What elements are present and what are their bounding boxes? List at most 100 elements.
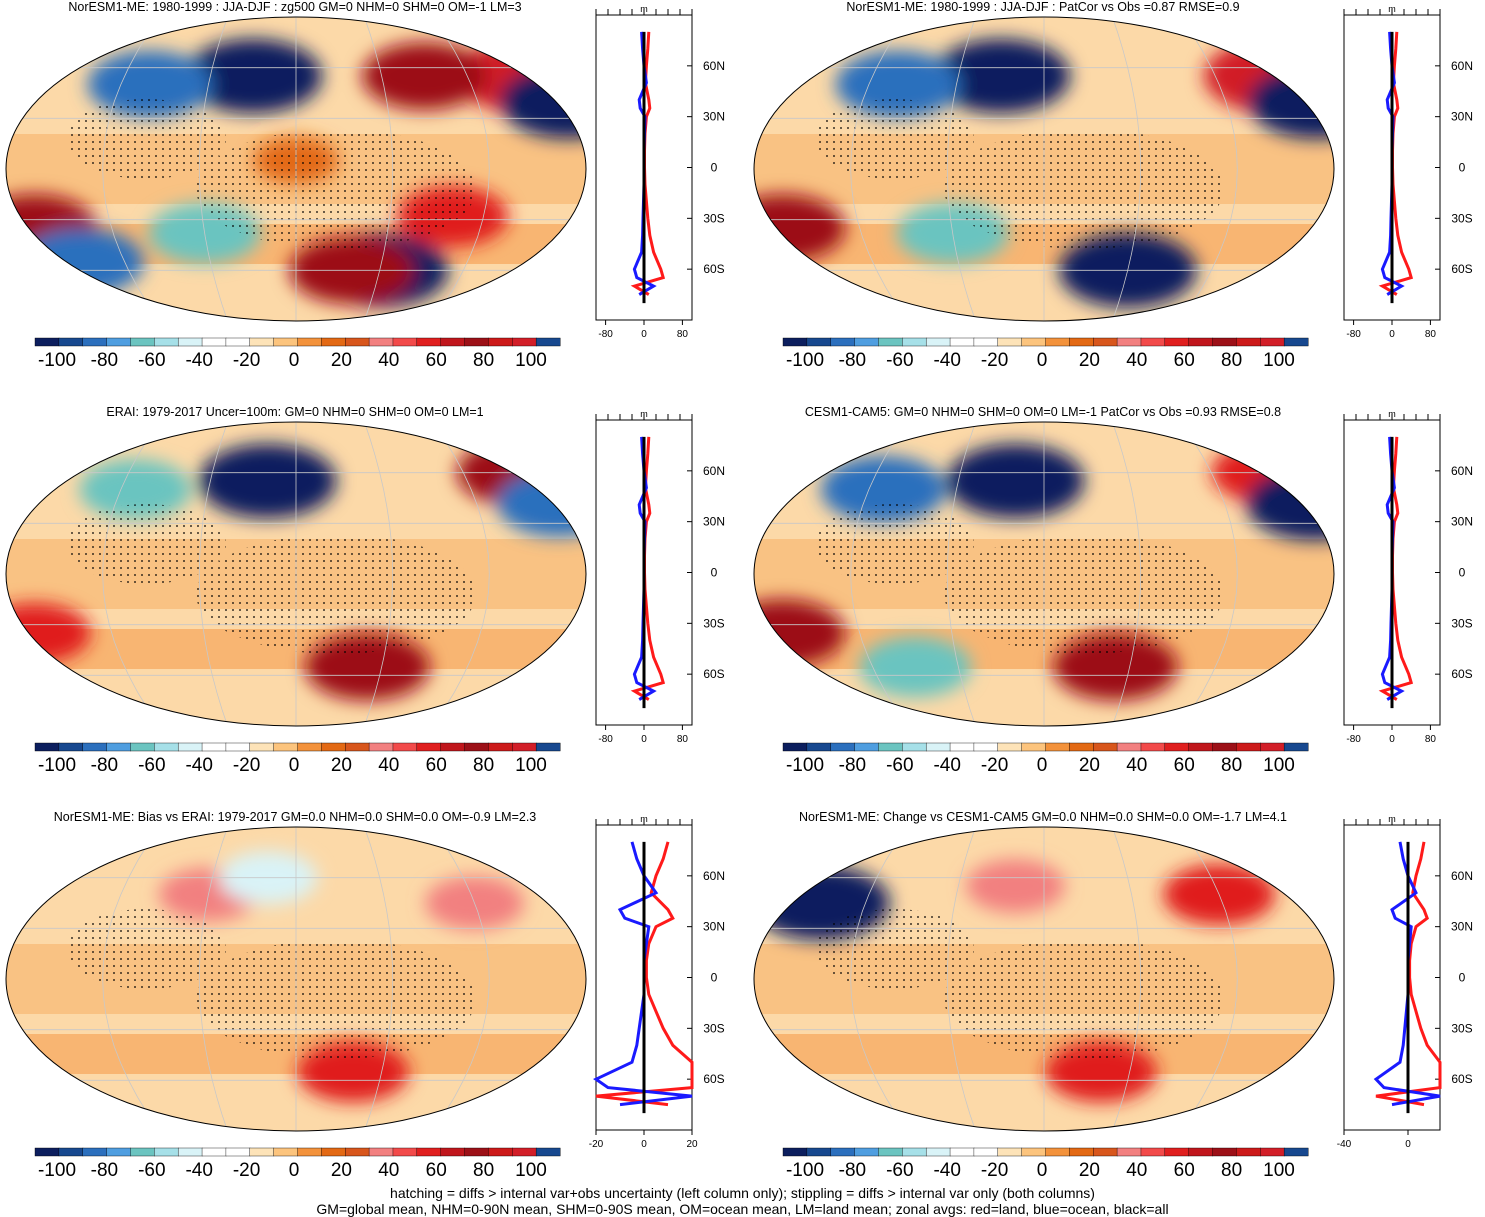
stipple-region bbox=[196, 534, 476, 654]
colorbar-tick-label: 80 bbox=[1221, 350, 1242, 371]
colorbar-tick-label: 100 bbox=[1263, 755, 1295, 776]
zonal-y-tick-label: 0 bbox=[711, 971, 718, 985]
zonal-y-tick-label: 30S bbox=[703, 1021, 724, 1035]
zonal-x-tick-label: 80 bbox=[1425, 734, 1437, 745]
zonal-x-tick-label: -20 bbox=[589, 1139, 604, 1150]
map-area bbox=[6, 422, 586, 726]
colorbar-segment bbox=[1164, 1147, 1190, 1157]
panel-6: NorESM1-ME: Change vs CESM1-CAM5 GM=0.0 … bbox=[748, 810, 1485, 1214]
stipple-region bbox=[196, 939, 476, 1059]
colorbar-segment bbox=[925, 337, 951, 347]
colorbar-tick-label: 100 bbox=[515, 350, 547, 371]
colorbar-tick-label: 80 bbox=[473, 755, 494, 776]
colorbar-tick-label: -80 bbox=[91, 1160, 118, 1181]
colorbar-segment bbox=[1260, 742, 1285, 752]
map-outline bbox=[753, 826, 1335, 1132]
colorbar-tick-label: -80 bbox=[91, 755, 118, 776]
graticule-meridian bbox=[1180, 17, 1238, 321]
colorbar-segment bbox=[34, 1147, 60, 1157]
colorbar-segment bbox=[1140, 337, 1166, 347]
colorbar-segment bbox=[1236, 337, 1261, 347]
colorbar-segment bbox=[902, 742, 927, 752]
colorbar-segment bbox=[130, 742, 155, 752]
colorbar-segment bbox=[392, 337, 418, 347]
colorbar-segment bbox=[321, 337, 346, 347]
colorbar-tick-label: 60 bbox=[1174, 755, 1195, 776]
colorbar-tick-label: -100 bbox=[786, 1160, 824, 1181]
panel-title: NorESM1-ME: 1980-1999 : JJA-DJF : zg500 … bbox=[68, 0, 522, 14]
colorbar-segment bbox=[854, 337, 879, 347]
zonal-y-tick-label: 0 bbox=[1459, 161, 1466, 175]
stipple-region bbox=[66, 99, 226, 179]
colorbar-segment bbox=[854, 742, 879, 752]
colorbar-segment bbox=[321, 742, 346, 752]
anomaly-blob bbox=[966, 859, 1065, 913]
colorbar-segment bbox=[440, 1147, 466, 1157]
colorbar-segment bbox=[1069, 337, 1094, 347]
colorbar-segment bbox=[82, 742, 108, 752]
colorbar-segment bbox=[512, 1147, 537, 1157]
colorbar-segment bbox=[297, 1147, 322, 1157]
colorbar-segment bbox=[1045, 742, 1070, 752]
colorbar-segment bbox=[130, 337, 155, 347]
colorbar-segment bbox=[854, 1147, 879, 1157]
stipple-region bbox=[66, 909, 226, 989]
panel-graphics: -100-80-60-40-20020406080100m-8008060N30… bbox=[5, 4, 725, 371]
colorbar-segment bbox=[201, 742, 227, 752]
colorbar-segment bbox=[464, 1147, 489, 1157]
colorbar-segment bbox=[201, 337, 227, 347]
zonal-y-tick-label: 60N bbox=[1451, 869, 1473, 883]
colorbar-segment bbox=[392, 1147, 418, 1157]
colorbar-tick-label: 40 bbox=[378, 350, 399, 371]
panel-3: ERAI: 1979-2017 Uncer=100m: GM=0 NHM=0 S… bbox=[0, 405, 742, 809]
colorbar-segment bbox=[1188, 742, 1214, 752]
panel-1: NorESM1-ME: 1980-1999 : JJA-DJF : zg500 … bbox=[0, 0, 742, 404]
map-outline bbox=[753, 16, 1335, 322]
graticule bbox=[754, 17, 1334, 321]
colorbar-segment bbox=[535, 1147, 561, 1157]
colorbar-segment bbox=[106, 1147, 131, 1157]
graticule-meridian bbox=[1112, 827, 1142, 1131]
colorbar-tick-label: 40 bbox=[1126, 350, 1147, 371]
map-area bbox=[6, 17, 586, 321]
graticule bbox=[754, 422, 1334, 726]
colorbar: -100 -80 -60 -40 -20 0 20 40 60 80 100 bbox=[782, 337, 1309, 371]
colorbar-tick-label: 40 bbox=[378, 1160, 399, 1181]
colorbar-segment bbox=[154, 337, 179, 347]
colorbar-segment bbox=[1212, 1147, 1237, 1157]
anomaly-blob bbox=[932, 39, 1071, 114]
zonal-y-tick-label: 0 bbox=[1459, 971, 1466, 985]
anomaly-blob bbox=[859, 636, 972, 697]
stipple-region bbox=[66, 504, 226, 584]
colorbar-segment bbox=[949, 1147, 975, 1157]
stipple-region bbox=[196, 129, 476, 249]
colorbar-segment bbox=[177, 1147, 203, 1157]
zonal-x-tick-label: 80 bbox=[677, 329, 689, 340]
colorbar-segment bbox=[1069, 1147, 1094, 1157]
graticule-meridian bbox=[102, 17, 160, 321]
graticule-meridian bbox=[102, 422, 160, 726]
colorbar-segment bbox=[58, 337, 84, 347]
zonal-x-tick-label: 0 bbox=[1405, 1139, 1411, 1150]
colorbar-tick-label: -20 bbox=[233, 1160, 260, 1181]
colorbar-tick-label: 0 bbox=[1037, 1160, 1048, 1181]
anomaly-blob bbox=[1245, 465, 1334, 541]
colorbar-segment bbox=[782, 742, 808, 752]
colorbar-tick-label: -60 bbox=[138, 1160, 165, 1181]
colorbar-segment bbox=[368, 1147, 394, 1157]
anomaly-blob bbox=[499, 64, 586, 139]
panel-graphics: -100-80-60-40-20020406080100m-40060N30N0… bbox=[753, 814, 1473, 1181]
colorbar-segment bbox=[973, 1147, 999, 1157]
colorbar-segment bbox=[416, 742, 442, 752]
colorbar-segment bbox=[1260, 337, 1285, 347]
colorbar-segment bbox=[82, 1147, 108, 1157]
colorbar-segment bbox=[925, 742, 951, 752]
colorbar-segment bbox=[82, 337, 108, 347]
colorbar-segment bbox=[1188, 1147, 1214, 1157]
panel-title: NorESM1-ME: 1980-1999 : JJA-DJF : PatCor… bbox=[846, 0, 1240, 14]
zonal-y-tick-label: 30N bbox=[703, 110, 725, 124]
colorbar-tick-label: -20 bbox=[981, 1160, 1008, 1181]
colorbar-segment bbox=[806, 742, 832, 752]
